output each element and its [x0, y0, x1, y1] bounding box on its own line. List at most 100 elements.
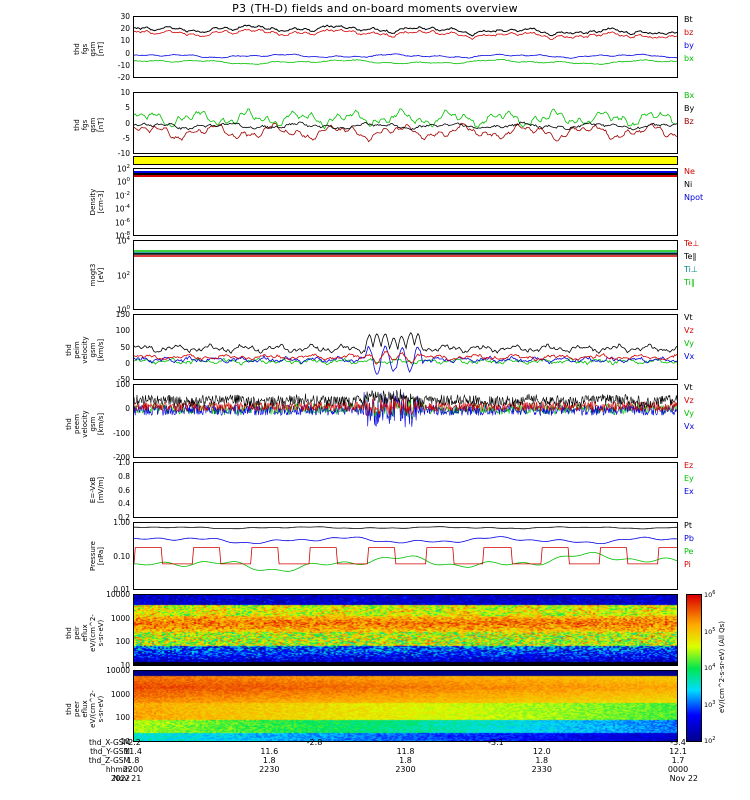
- legend-item-fgs-gsm-bz: bz: [684, 28, 694, 37]
- x-tick-date-0: Nov 21: [113, 774, 142, 783]
- plot-panel-peem-velocity: [133, 384, 678, 458]
- legend-item-fgs-gsm-2-Bz: Bz: [684, 117, 694, 126]
- y-tick-density-3: 10-4: [114, 204, 130, 214]
- x-axis-row-label-4: 2022: [110, 774, 130, 783]
- legend-item-peem-velocity-Vx: Vx: [684, 422, 695, 431]
- y-tick-fgs-gsm-2-4: -10: [117, 149, 130, 158]
- plot-panel-pressure: [133, 522, 678, 590]
- legend-item-density-Ne: Ne: [684, 167, 695, 176]
- spectrogram-canvas-peir-eflux: [134, 595, 677, 665]
- y-tick-peer-eflux-1: 1000: [110, 689, 130, 699]
- plot-panel-peim-velocity: [133, 314, 678, 380]
- colorbar-tick-3: 103: [704, 699, 716, 709]
- y-tick-fgs-gsm-2-0: 10: [120, 88, 130, 97]
- y-tick-peer-eflux-0: 10000: [106, 666, 130, 675]
- y-tick-peim-velocity-4: -50: [117, 375, 130, 384]
- legend-item-fgs-gsm-bx: bx: [684, 54, 694, 63]
- x-tick-0-1: -2.8: [306, 738, 323, 747]
- x-axis-row-label-2: thd_Z-GSM: [88, 756, 130, 765]
- y-tick-efield-1: 0.8: [118, 471, 130, 481]
- y-tick-temperature-0: 104: [116, 236, 130, 246]
- legend-item-peem-velocity-Vz: Vz: [684, 396, 694, 405]
- y-tick-peim-velocity-2: 50: [120, 342, 130, 352]
- legend-item-pressure-Pi: Pi: [684, 560, 691, 569]
- y-tick-peem-velocity-1: 0: [125, 404, 130, 414]
- legend-item-pressure-Pb: Pb: [684, 534, 694, 543]
- y-tick-density-1: 100: [116, 177, 130, 187]
- y-tick-peir-eflux-1: 1000: [110, 613, 130, 623]
- legend-item-pressure-Pe: Pe: [684, 547, 694, 556]
- y-tick-fgs-gsm-4: -10: [117, 60, 130, 70]
- x-tick-0-3: -3.4: [670, 738, 686, 747]
- spectrogram-canvas-peer-eflux: [134, 671, 677, 741]
- y-axis-label-peer-eflux: thd peer eflux eV/(cm^2- s-sr-eV): [65, 690, 105, 728]
- y-tick-fgs-gsm-0: 30: [120, 12, 130, 21]
- x-axis-row-label-3: hhmm: [105, 765, 130, 774]
- x-tick-1-3: 12.0: [532, 747, 551, 756]
- y-tick-fgs-gsm-2-3: -5: [122, 133, 130, 143]
- y-tick-efield-2: 0.6: [118, 485, 130, 495]
- x-tick-2-0: 1.8: [126, 756, 140, 765]
- y-tick-density-5: 10-8: [114, 231, 130, 241]
- x-tick-2-4: 1.7: [671, 756, 685, 765]
- legend-item-density-Npot: Npot: [684, 193, 704, 202]
- y-tick-efield-3: 0.4: [118, 499, 130, 509]
- y-tick-temperature-2: 100: [116, 305, 130, 315]
- legend-item-peim-velocity-Vz: Vz: [684, 326, 694, 335]
- plot-panel-temperature: [133, 240, 678, 310]
- y-tick-fgs-gsm-2: 10: [120, 36, 130, 46]
- y-tick-peem-velocity-2: -100: [112, 428, 130, 438]
- legend-item-peim-velocity-Vx: Vx: [684, 352, 695, 361]
- legend-item-efield-Ex: Ex: [684, 487, 694, 496]
- x-tick-3-4: 0000: [667, 765, 689, 774]
- plot-panel-peir-eflux: [133, 594, 678, 666]
- x-tick-2-2: 1.8: [399, 756, 412, 765]
- y-tick-peim-velocity-3: 0: [125, 358, 130, 368]
- x-tick-3-3: 2330: [531, 765, 552, 774]
- legend-item-temperature-Te: Te∥: [684, 252, 697, 261]
- x-tick-3-0: 2200: [122, 765, 144, 774]
- legend-item-density-Ni: Ni: [684, 180, 693, 189]
- y-tick-pressure-1: 0.10: [113, 551, 130, 561]
- legend-item-fgs-gsm-Bt: Bt: [684, 15, 693, 24]
- x-tick-2-3: 1.8: [535, 756, 549, 765]
- x-tick-1-4: 12.1: [669, 747, 687, 756]
- legend-item-pressure-Pt: Pt: [684, 521, 692, 530]
- y-tick-peim-velocity-1: 100: [115, 326, 130, 336]
- colorbar-tick-4: 102: [704, 736, 716, 746]
- y-tick-peer-eflux-3: 10: [120, 737, 130, 746]
- y-tick-temperature-1: 102: [116, 270, 130, 281]
- plot-panel-density: [133, 168, 678, 236]
- x-tick-2-1: 1.8: [262, 756, 276, 765]
- quality-flag-bar: [133, 156, 678, 165]
- plot-panel-efield: [133, 462, 678, 518]
- x-tick-0-2: -3.1: [488, 738, 504, 747]
- legend-item-peim-velocity-Vy: Vy: [684, 339, 694, 348]
- x-axis-row-label-1: thd_Y-GSM: [90, 747, 130, 756]
- x-tick-0-0: -2.2: [125, 738, 141, 747]
- legend-item-fgs-gsm-by: by: [684, 41, 694, 50]
- y-tick-peir-eflux-0: 10000: [106, 590, 130, 599]
- colorbar-tick-1: 105: [704, 626, 716, 636]
- y-tick-efield-0: 1.0: [118, 458, 130, 467]
- x-tick-3-2: 2300: [395, 765, 416, 774]
- x-tick-1-0: 11.4: [124, 747, 142, 756]
- y-tick-density-2: 10-2: [114, 190, 130, 201]
- y-tick-peer-eflux-2: 100: [115, 713, 130, 723]
- x-tick-3-1: 2230: [259, 765, 280, 774]
- y-axis-label-peem-velocity: thd peem velocity gsm [km/s]: [65, 410, 105, 438]
- y-tick-fgs-gsm-3: 0: [125, 48, 130, 58]
- y-tick-pressure-0: 1.00: [113, 518, 130, 527]
- colorbar-tick-0: 106: [704, 590, 716, 600]
- y-tick-peem-velocity-0: 100: [115, 380, 130, 389]
- x-tick-date-1: Nov 22: [669, 774, 698, 783]
- plot-panel-fgs-gsm-2: [133, 92, 678, 154]
- legend-item-fgs-gsm-2-Bx: Bx: [684, 91, 695, 100]
- legend-item-temperature-Ti: Ti∥: [684, 278, 695, 287]
- y-tick-pressure-2: 0.01: [113, 585, 130, 594]
- y-tick-fgs-gsm-1: 20: [120, 24, 130, 34]
- y-tick-fgs-gsm-2-1: 5: [125, 103, 130, 113]
- plot-panel-fgs-gsm: [133, 16, 678, 78]
- legend-item-temperature-Ti: Ti⊥: [684, 265, 698, 274]
